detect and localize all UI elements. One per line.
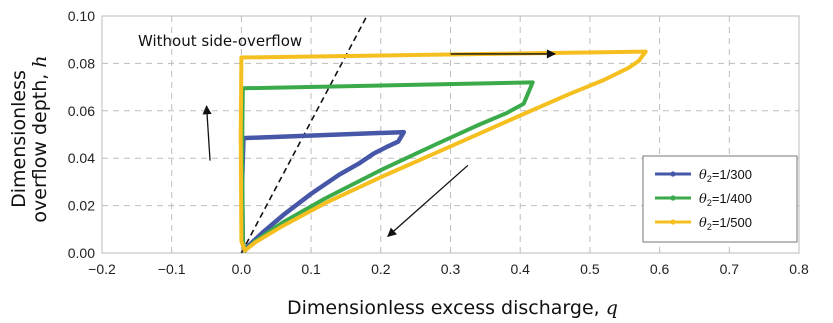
x-tick-label: 0.1 (301, 261, 321, 277)
legend-theta: θ (699, 216, 707, 231)
x-axis-variable: q (606, 297, 618, 319)
x-tick-label: 0.8 (789, 261, 809, 277)
series-group (238, 49, 648, 253)
x-tick-label: −0.2 (88, 261, 116, 277)
y-axis-label-line1: Dimensionless (8, 70, 30, 208)
x-tick-label: 0.7 (720, 261, 740, 277)
x-axis-title: Dimensionless excess discharge, q (287, 297, 618, 319)
direction-arrow-3 (387, 164, 469, 238)
y-axis-variable: h (29, 55, 51, 67)
annotation-without-side-overflow: Without side-overflow (138, 32, 302, 50)
y-axis-label-text: overflow depth, (29, 68, 51, 223)
x-tick-label: 0.5 (580, 261, 600, 277)
y-tick-label: 0.06 (68, 103, 95, 119)
y-tick-label: 0.04 (68, 150, 95, 166)
x-tick-label: 0.3 (441, 261, 461, 277)
legend-value: =1/300 (712, 167, 752, 182)
legend-theta: θ (699, 192, 707, 207)
x-tick-label: 0.6 (650, 261, 670, 277)
legend-subscript: 2 (707, 198, 712, 208)
direction-arrow-1 (202, 105, 212, 161)
x-tick-label: −0.1 (158, 261, 186, 277)
legend-theta: θ (699, 168, 707, 183)
y-tick-labels: 0.00 0.02 0.04 0.06 0.08 0.10 (68, 8, 95, 261)
x-tick-label: 0.4 (510, 261, 530, 277)
legend-label-1: θ2=1/300 (699, 167, 752, 184)
legend-label-3: θ2=1/500 (699, 215, 752, 232)
y-axis-label-line2: overflow depth, h (29, 55, 51, 222)
legend-value: =1/500 (712, 215, 752, 230)
legend-subscript: 2 (707, 222, 712, 232)
legend-marker-3 (670, 219, 676, 225)
series-line-3 (238, 49, 648, 253)
legend-label-2: θ2=1/400 (699, 191, 752, 208)
y-tick-label: 0.10 (68, 8, 95, 24)
plot-frame (101, 15, 800, 254)
legend-marker-1 (670, 171, 676, 177)
legend-value: =1/400 (712, 191, 752, 206)
y-tick-label: 0.02 (68, 198, 95, 214)
x-tick-label: 0.0 (232, 261, 252, 277)
legend-subscript: 2 (707, 174, 712, 184)
x-axis-label: Dimensionless excess discharge, (287, 297, 606, 319)
y-tick-label: 0.08 (68, 55, 95, 71)
x-tick-label: 0.2 (371, 261, 391, 277)
legend-marker-2 (670, 195, 676, 201)
arrows-group (202, 49, 556, 238)
y-axis-title: Dimensionless overflow depth, h (8, 55, 51, 222)
x-tick-labels: −0.2 −0.1 0.0 0.1 0.2 0.3 0.4 0.5 0.6 0.7 0.8 (88, 261, 809, 277)
y-tick-label: 0.00 (68, 245, 95, 261)
